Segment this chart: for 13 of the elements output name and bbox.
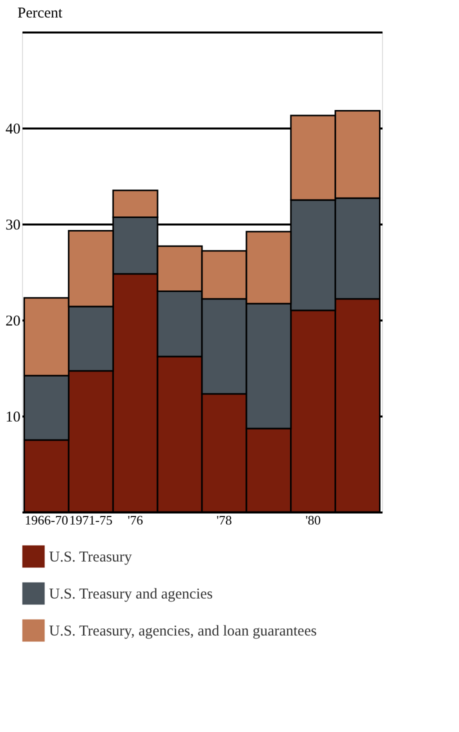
x-tick-label: 1966-70	[24, 512, 68, 528]
x-tick-label: 1971-75	[69, 512, 113, 528]
x-tick-label: '80	[305, 512, 321, 528]
y-axis-title: Percent	[18, 6, 64, 22]
legend-label: U.S. Treasury, agencies, and loan guarantees	[49, 624, 317, 640]
legend-label: U.S. Treasury	[49, 550, 132, 566]
y-tick-label: 40	[6, 122, 20, 138]
y-tick-label: 20	[6, 314, 20, 330]
legend-label: U.S. Treasury and agencies	[49, 586, 213, 602]
y-tick-label: 30	[6, 218, 20, 234]
y-tick-label: 10	[6, 410, 20, 426]
x-tick-label: '76	[128, 512, 144, 528]
x-tick-label: '78	[216, 512, 232, 528]
